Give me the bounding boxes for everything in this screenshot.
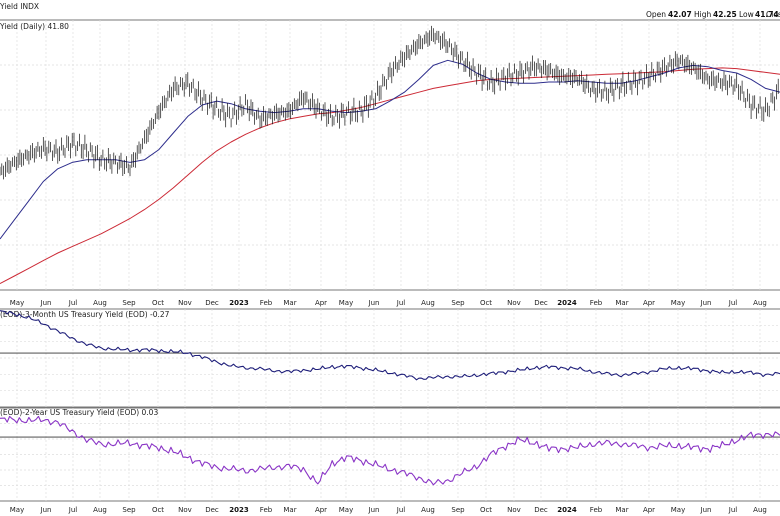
- x-tick-label: Oct: [152, 299, 164, 307]
- x-tick-label: Aug: [421, 506, 435, 514]
- x-axis-top: May Jun Jul Aug Sep Oct Nov Dec 2023 Feb Mar Apr May…: [10, 299, 767, 307]
- spread-2y-title: (EOD)-2-Year US Treasury Yield (EOD) 0.0…: [0, 408, 158, 417]
- spread-2y-line: [0, 415, 780, 486]
- x-tick-label: Jun: [700, 506, 712, 514]
- x-tick-label: Feb: [590, 506, 603, 514]
- x-tick-label: Feb: [260, 506, 273, 514]
- spread-2y-series: [0, 415, 780, 486]
- spread-2y-panel: (EOD)-2-Year US Treasury Yield (EOD) 0.0…: [0, 407, 780, 502]
- x-tick-label: Nov: [178, 299, 192, 307]
- x-tick-label: 2023: [229, 506, 249, 514]
- x-tick-label: May: [10, 506, 24, 514]
- ohlc-readout: Open 42.07 High 42.25 Low 41.74 Clos: [646, 10, 780, 19]
- x-tick-label: Nov: [507, 506, 521, 514]
- x-tick-label: Nov: [507, 299, 521, 307]
- x-tick-label: Jul: [68, 299, 78, 307]
- spread-3m-series: [0, 310, 780, 381]
- spread-3m-frame: [0, 308, 780, 408]
- x-tick-label: Sep: [451, 299, 465, 307]
- x-tick-label: Feb: [260, 299, 273, 307]
- low-value: 41.74: [755, 10, 779, 19]
- x-tick-label: Jun: [700, 299, 712, 307]
- x-tick-label: Jul: [728, 299, 738, 307]
- x-tick-label: Jul: [68, 506, 78, 514]
- x-tick-label: Sep: [451, 506, 465, 514]
- x-tick-label: Aug: [421, 299, 435, 307]
- x-tick-label: Oct: [480, 299, 492, 307]
- open-label: Open: [646, 10, 666, 19]
- spread-3m-line: [0, 310, 780, 381]
- x-tick-label: Dec: [205, 506, 219, 514]
- x-tick-label: May: [10, 299, 24, 307]
- x-tick-label: Aug: [753, 299, 767, 307]
- x-tick-label: Oct: [480, 506, 492, 514]
- x-tick-label: Apr: [315, 299, 327, 307]
- x-axis-bottom: May Jun Jul Aug Sep Oct Nov Dec 2023 Feb Mar Apr May…: [10, 506, 767, 514]
- x-tick-label: May: [671, 506, 685, 514]
- x-tick-label: Nov: [178, 506, 192, 514]
- x-tick-label: Dec: [534, 506, 548, 514]
- x-tick-label: Aug: [93, 299, 107, 307]
- x-tick-label: Jun: [368, 299, 380, 307]
- x-tick-label: May: [339, 299, 353, 307]
- high-label: High: [694, 10, 711, 19]
- x-tick-label: Aug: [753, 506, 767, 514]
- x-tick-label: Apr: [315, 506, 327, 514]
- x-tick-label: Feb: [590, 299, 603, 307]
- x-tick-label: Jul: [728, 506, 738, 514]
- x-tick-label: Sep: [122, 299, 136, 307]
- spread-3m-title: (EOD)-3-Month US Treasury Yield (EOD) -0…: [0, 310, 170, 319]
- low-label: Low: [739, 10, 754, 19]
- main-grid: [0, 20, 780, 290]
- x-tick-label: Apr: [643, 299, 655, 307]
- high-value: 42.25: [713, 10, 737, 19]
- x-tick-label: May: [671, 299, 685, 307]
- x-tick-label: Aug: [93, 506, 107, 514]
- ma200-line: [0, 67, 780, 285]
- x-tick-label: Jun: [40, 506, 52, 514]
- x-tick-label: May: [339, 506, 353, 514]
- x-tick-label: 2023: [229, 299, 249, 307]
- x-tick-label: Mar: [615, 299, 628, 307]
- main-panel-title: Yield (Daily) 41.80: [0, 22, 69, 31]
- spread-2y-frame: [0, 407, 780, 502]
- x-tick-label: Jul: [396, 506, 406, 514]
- x-tick-label: Mar: [615, 506, 628, 514]
- x-tick-label: Mar: [283, 299, 296, 307]
- x-tick-label: 2024: [557, 506, 577, 514]
- x-tick-label: Mar: [283, 506, 296, 514]
- x-tick-label: Sep: [122, 506, 136, 514]
- main-panel-frame: [0, 19, 780, 291]
- spread-3m-panel: (EOD)-3-Month US Treasury Yield (EOD) -0…: [0, 308, 780, 408]
- close-label: Clos: [766, 10, 780, 19]
- x-tick-label: Apr: [643, 506, 655, 514]
- open-value: 42.07: [668, 10, 692, 19]
- spread-3m-grid: [0, 309, 780, 407]
- spread-2y-grid: [0, 408, 780, 501]
- symbol-title: Yield INDX: [0, 2, 39, 11]
- x-tick-label: Jun: [368, 506, 380, 514]
- x-tick-label: Jul: [396, 299, 406, 307]
- main-panel: Yield (Daily) 41.80: [0, 19, 780, 291]
- x-tick-label: Jun: [40, 299, 52, 307]
- x-tick-label: Dec: [534, 299, 548, 307]
- x-tick-label: Oct: [152, 506, 164, 514]
- x-tick-label: Dec: [205, 299, 219, 307]
- main-series: [0, 25, 780, 285]
- ma50-line: [0, 59, 780, 240]
- x-tick-label: 2024: [557, 299, 577, 307]
